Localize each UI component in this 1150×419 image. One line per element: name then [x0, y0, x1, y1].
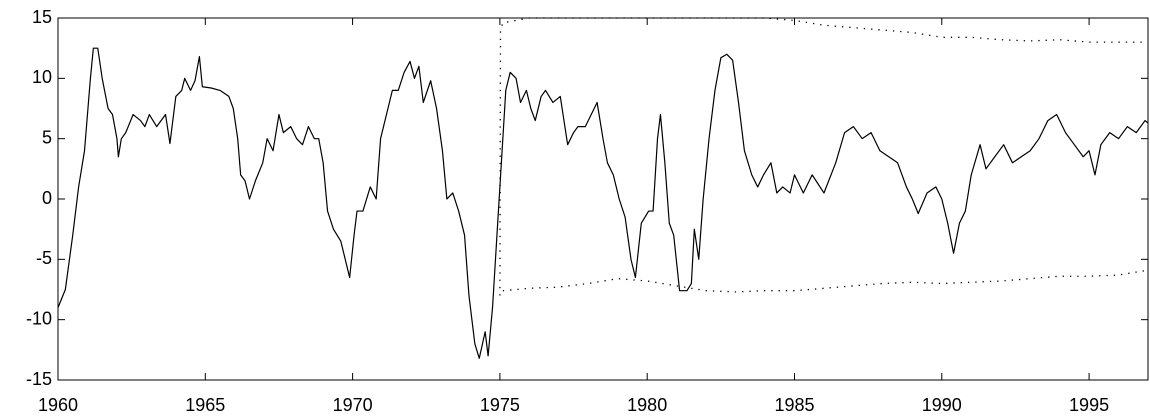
y-tick-label: 0	[42, 188, 52, 208]
band-line	[502, 269, 1149, 293]
band-line	[499, 17, 1148, 296]
x-tick-label: 1980	[627, 395, 667, 415]
y-tick-label: -10	[26, 308, 52, 328]
x-tick-label: 1975	[480, 395, 520, 415]
x-tick-label: 1965	[185, 395, 225, 415]
plot-frame	[57, 17, 1149, 381]
data-line	[57, 47, 1149, 359]
x-tick-label: 1985	[774, 395, 814, 415]
y-tick-label: -15	[26, 369, 52, 389]
y-tick-label: 10	[32, 67, 52, 87]
y-tick-label: -5	[36, 248, 52, 268]
x-tick-label: 1970	[333, 395, 373, 415]
x-tick-label: 1990	[922, 395, 962, 415]
y-tick-label: 15	[32, 7, 52, 27]
x-tick-label: 1995	[1069, 395, 1109, 415]
x-tick-label: 1960	[38, 395, 78, 415]
y-tick-label: 5	[42, 127, 52, 147]
